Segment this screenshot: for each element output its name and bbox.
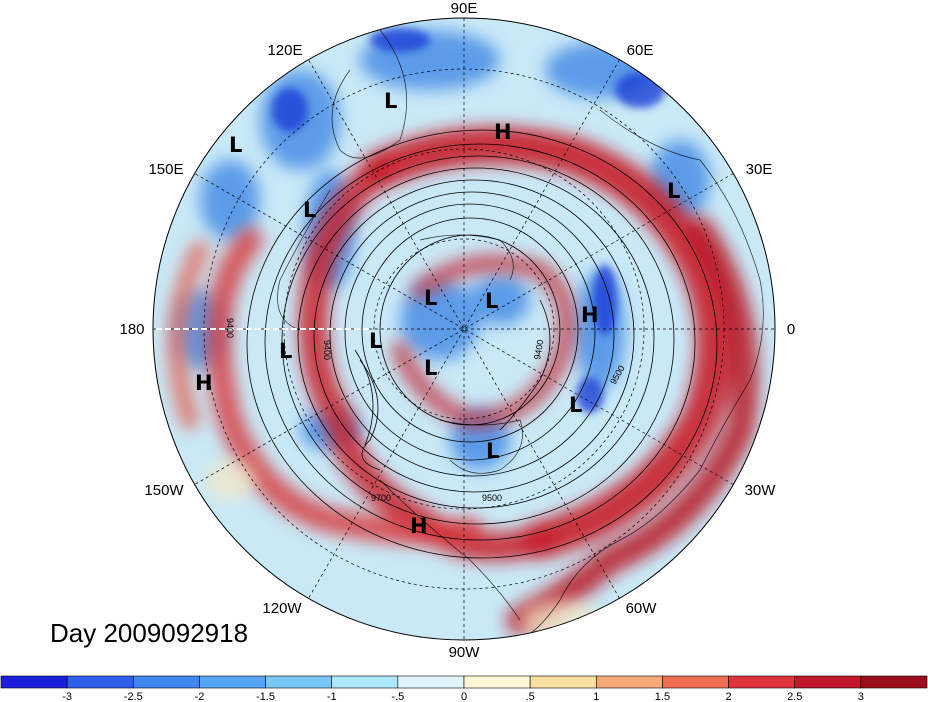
longitude-label-90e: 90E [451,0,478,17]
contour-label: 9700 [371,493,391,503]
colorbar-swatch [397,675,465,689]
longitude-label-30w: 30W [745,482,777,499]
colorbar-swatch [265,675,333,689]
colorbar-swatch [463,675,531,689]
colorbar-tick-label: -2.5 [124,691,143,702]
colorbar-swatch [860,675,928,689]
colorbar-swatch [331,675,399,689]
graticule [153,18,775,640]
colorbar-swatch [662,675,729,689]
colorbar-tick-label: 2 [726,691,732,702]
low-pressure-marker: L [384,89,397,113]
colorbar-swatch [728,675,796,689]
longitude-label-150e: 150E [148,161,183,178]
anomaly-field [153,18,775,640]
colorbar-swatch [794,675,862,689]
colorbar-tick-label: 3 [858,691,864,702]
low-pressure-marker: L [369,329,382,353]
colorbar-tick-label: .5 [526,691,535,702]
pressure-systems: L H L L L L L H L L L H L L H [195,89,680,538]
longitude-label-90w: 90W [449,644,481,661]
low-pressure-marker: L [424,356,437,380]
low-pressure-marker: L [569,393,582,417]
high-pressure-marker: H [581,303,599,327]
map-border [152,17,776,641]
colorbar-tick-label: 1.5 [655,691,670,702]
map-title: Day 2009092918 [50,618,249,648]
colorbar-tick-label: -1 [327,691,337,702]
contour-label: 9500 [482,493,502,503]
colorbar-tick-label: -3 [62,691,72,702]
colorbar: -3 -2.5 -2 -1.5 -1 -.5 0 .5 1 1.5 2 2.5 3 [0,675,928,702]
colorbar-swatch [132,675,200,689]
longitude-label-120w: 120W [262,600,302,617]
low-pressure-marker: L [229,133,242,157]
colorbar-tick-label: -.5 [391,691,404,702]
longitude-label-60w: 60W [626,600,658,617]
colorbar-swatch [0,675,68,689]
longitude-label-120e: 120E [267,42,302,59]
colorbar-tick-label: -2 [195,691,205,702]
longitude-labels: 90E 60E 30E 0 30W 60W 90W 120W 150W 180 … [119,0,795,661]
high-pressure-marker: H [410,514,428,538]
low-pressure-marker: L [485,289,498,313]
longitude-label-0: 0 [787,321,795,338]
high-pressure-marker: H [195,371,213,395]
high-pressure-marker: H [494,120,512,144]
contour-label: 9400 [532,339,545,360]
contour-label: 9400 [322,340,332,360]
colorbar-tick-label: 2.5 [787,691,802,702]
low-pressure-marker: L [279,339,292,363]
colorbar-swatch [66,675,134,689]
low-pressure-marker: L [667,179,680,203]
colorbar-tick-label: 0 [461,691,467,702]
low-pressure-marker: L [303,198,316,222]
colorbar-tick-label: 1 [593,691,599,702]
low-pressure-marker: L [424,286,437,310]
colorbar-swatch [199,675,266,689]
coastlines [277,29,764,640]
low-pressure-marker: L [486,439,499,463]
contour-label: 9400 [225,318,235,338]
colorbar-swatch [595,675,663,689]
longitude-label-150w: 150W [144,482,184,499]
colorbar-swatch [529,675,597,689]
colorbar-tick-label: -1.5 [256,691,275,702]
height-contours [246,129,718,559]
longitude-label-60e: 60E [627,42,654,59]
longitude-label-180: 180 [119,321,144,338]
longitude-label-30e: 30E [746,161,773,178]
